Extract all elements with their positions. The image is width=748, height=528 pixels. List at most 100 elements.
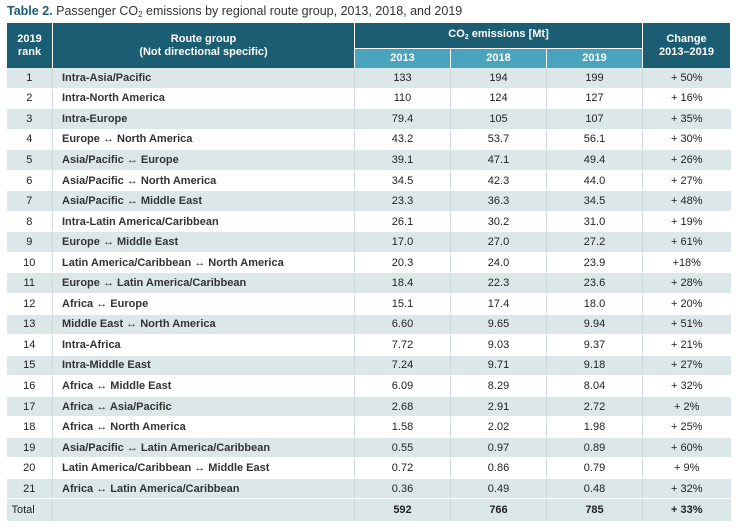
route-cell: Asia/Pacific ↔ Middle East <box>52 190 355 212</box>
value-2019-cell: 23.9 <box>546 252 643 274</box>
value-2019-cell: 31.0 <box>546 211 643 233</box>
value-2013-cell: 39.1 <box>354 149 451 171</box>
value-2018-cell: 53.7 <box>450 129 547 151</box>
table-row: 9 Europe ↔ Middle East 17.0 27.0 27.2 + 61% <box>6 231 731 253</box>
value-2018-cell: 36.3 <box>450 190 547 212</box>
value-2019-cell: 44.0 <box>546 170 643 192</box>
rank-cell: 8 <box>6 211 53 233</box>
value-2013-cell: 20.3 <box>354 252 451 274</box>
table-row: 12 Africa ↔ Europe 15.1 17.4 18.0 + 20% <box>6 293 731 315</box>
header-change-line1: Change <box>666 32 707 45</box>
route-cell: Intra-Asia/Pacific <box>52 68 355 89</box>
value-2018-cell: 9.71 <box>450 355 547 377</box>
table-row: 5 Asia/Pacific ↔ Europe 39.1 47.1 49.4 + 26% <box>6 149 731 171</box>
total-2018-cell: 766 <box>450 498 547 523</box>
rank-cell: 15 <box>6 355 53 377</box>
header-emissions-group: CO2 emissions [Mt] <box>354 23 643 49</box>
value-2013-cell: 6.09 <box>354 375 451 397</box>
caption-subscript: 2 <box>138 10 143 19</box>
value-2013-cell: 23.3 <box>354 190 451 212</box>
table-row: 2 Intra-North America 110 124 127 + 16% <box>6 88 731 110</box>
change-cell: + 19% <box>642 211 731 233</box>
value-2013-cell: 0.72 <box>354 457 451 479</box>
value-2019-cell: 0.48 <box>546 478 643 500</box>
value-2019-cell: 9.37 <box>546 334 643 356</box>
value-2019-cell: 56.1 <box>546 129 643 151</box>
value-2018-cell: 2.02 <box>450 416 547 438</box>
route-cell: Middle East ↔ North America <box>52 314 355 336</box>
value-2018-cell: 24.0 <box>450 252 547 274</box>
change-cell: + 28% <box>642 272 731 295</box>
route-cell: Asia/Pacific ↔ North America <box>52 170 355 192</box>
total-2013-cell: 592 <box>354 498 451 523</box>
value-2018-cell: 0.86 <box>450 457 547 479</box>
value-2013-cell: 43.2 <box>354 129 451 151</box>
value-2018-cell: 2.91 <box>450 396 547 418</box>
value-2018-cell: 0.97 <box>450 437 547 459</box>
route-cell: Europe ↔ Latin America/Caribbean <box>52 272 355 295</box>
value-2018-cell: 17.4 <box>450 293 547 315</box>
route-cell: Intra-Europe <box>52 108 355 130</box>
change-cell: + 2% <box>642 396 731 418</box>
rank-cell: 13 <box>6 314 53 336</box>
change-cell: + 27% <box>642 355 731 377</box>
change-cell: +18% <box>642 252 731 274</box>
value-2018-cell: 194 <box>450 68 547 89</box>
value-2018-cell: 42.3 <box>450 170 547 192</box>
value-2019-cell: 107 <box>546 108 643 130</box>
value-2019-cell: 34.5 <box>546 190 643 212</box>
emissions-table: 2019 rank Route group (Not directional s… <box>6 23 731 523</box>
table-row: 7 Asia/Pacific ↔ Middle East 23.3 36.3 34.5 +… <box>6 190 731 212</box>
header-route-line1: Route group <box>170 32 237 45</box>
change-cell: + 30% <box>642 129 731 151</box>
route-cell: Europe ↔ Middle East <box>52 231 355 253</box>
caption-text-after: emissions by regional route group, 2013,… <box>146 4 463 18</box>
value-2019-cell: 199 <box>546 68 643 89</box>
value-2018-cell: 105 <box>450 108 547 130</box>
table-row: 1 Intra-Asia/Pacific 133 194 199 + 50% <box>6 68 731 89</box>
value-2019-cell: 23.6 <box>546 272 643 295</box>
change-cell: + 60% <box>642 437 731 459</box>
value-2019-cell: 8.04 <box>546 375 643 397</box>
value-2013-cell: 15.1 <box>354 293 451 315</box>
rank-cell: 6 <box>6 170 53 192</box>
change-cell: + 51% <box>642 314 731 336</box>
total-label-cell: Total <box>6 498 53 523</box>
route-cell: Europe ↔ North America <box>52 129 355 151</box>
change-cell: + 27% <box>642 170 731 192</box>
table-row: 6 Asia/Pacific ↔ North America 34.5 42.3 44.… <box>6 170 731 192</box>
table-row: 4 Europe ↔ North America 43.2 53.7 56.1 + 30% <box>6 129 731 151</box>
header-year-2019: 2019 <box>546 48 643 68</box>
rank-cell: 7 <box>6 190 53 212</box>
value-2018-cell: 47.1 <box>450 149 547 171</box>
rank-cell: 20 <box>6 457 53 479</box>
table-row: 10 Latin America/Caribbean ↔ North Americ… <box>6 252 731 274</box>
total-2019-cell: 785 <box>546 498 643 523</box>
total-route-cell <box>52 498 355 523</box>
rank-cell: 14 <box>6 334 53 356</box>
header-change-line2: 2013–2019 <box>658 45 715 58</box>
table-row: 17 Africa ↔ Asia/Pacific 2.68 2.91 2.72 + 2% <box>6 396 731 418</box>
rank-cell: 1 <box>6 68 53 89</box>
header-group-before: CO <box>448 27 465 40</box>
table-row: 3 Intra-Europe 79.4 105 107 + 35% <box>6 108 731 130</box>
value-2019-cell: 27.2 <box>546 231 643 253</box>
route-cell: Africa ↔ Asia/Pacific <box>52 396 355 418</box>
caption-label: Table 2. <box>7 4 53 18</box>
value-2019-cell: 0.89 <box>546 437 643 459</box>
value-2018-cell: 9.03 <box>450 334 547 356</box>
value-2019-cell: 2.72 <box>546 396 643 418</box>
table-caption: Table 2. Passenger CO2 emissions by regi… <box>7 4 462 19</box>
header-rank: 2019 rank <box>6 23 53 68</box>
value-2013-cell: 7.24 <box>354 355 451 377</box>
table-row: 14 Intra-Africa 7.72 9.03 9.37 + 21% <box>6 334 731 356</box>
route-cell: Asia/Pacific ↔ Europe <box>52 149 355 171</box>
rank-cell: 5 <box>6 149 53 171</box>
value-2013-cell: 6.60 <box>354 314 451 336</box>
value-2018-cell: 22.3 <box>450 272 547 295</box>
header-group-sub: 2 <box>464 33 469 41</box>
value-2013-cell: 0.55 <box>354 437 451 459</box>
value-2019-cell: 9.18 <box>546 355 643 377</box>
table-row: 16 Africa ↔ Middle East 6.09 8.29 8.04 + 32% <box>6 375 731 397</box>
route-cell: Intra-North America <box>52 88 355 110</box>
